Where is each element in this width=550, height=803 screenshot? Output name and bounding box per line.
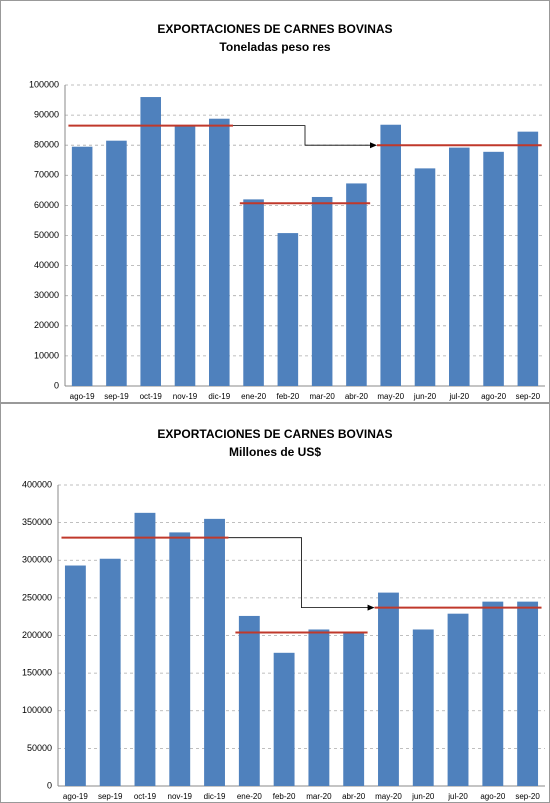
x-tick-label: feb-20	[277, 392, 300, 401]
x-tick-label: oct-19	[134, 792, 157, 801]
chart-title: EXPORTACIONES DE CARNES BOVINAS	[157, 22, 392, 36]
arrow	[233, 125, 375, 146]
bar	[99, 558, 121, 786]
bar	[174, 125, 196, 386]
x-tick-label: sep-19	[98, 792, 123, 801]
y-tick-label: 40000	[34, 260, 59, 270]
x-tick-label: feb-20	[273, 792, 296, 801]
y-tick-label: 300000	[22, 555, 52, 565]
bar	[277, 233, 299, 386]
x-tick-label: dic-19	[204, 792, 226, 801]
bar	[204, 518, 225, 786]
y-tick-label: 60000	[34, 200, 59, 210]
x-tick-label: ago-20	[480, 792, 505, 801]
bar	[346, 183, 367, 386]
bar	[343, 631, 365, 786]
x-tick-label: sep-19	[104, 392, 129, 401]
y-tick-label: 100000	[22, 705, 52, 715]
y-tick-label: 400000	[22, 479, 52, 489]
x-tick-label: jun-20	[411, 792, 435, 801]
x-tick-label: ene-20	[241, 392, 266, 401]
y-tick-label: 10000	[34, 350, 59, 360]
bar	[169, 532, 191, 786]
arrow	[228, 537, 373, 609]
x-tick-label: may-20	[375, 792, 402, 801]
y-tick-label: 50000	[34, 230, 59, 240]
x-tick-label: sep-20	[515, 792, 540, 801]
arrow-head	[370, 142, 377, 149]
bar	[311, 196, 333, 386]
bar	[483, 151, 504, 386]
bar	[209, 118, 230, 386]
bar	[380, 124, 401, 387]
y-tick-label: 50000	[27, 743, 52, 753]
x-tick-label: mar-20	[306, 792, 332, 801]
x-tick-label: dic-19	[208, 392, 230, 401]
x-tick-label: nov-19	[173, 392, 198, 401]
bar	[71, 146, 93, 386]
y-tick-label: 90000	[34, 109, 59, 119]
x-tick-label: nov-19	[168, 792, 193, 801]
y-tick-label: 250000	[22, 592, 52, 602]
bar	[64, 565, 86, 786]
y-tick-label: 200000	[22, 630, 52, 640]
bar	[238, 615, 260, 786]
x-tick-label: oct-19	[140, 392, 163, 401]
chart-title: EXPORTACIONES DE CARNES BOVINAS	[157, 427, 392, 441]
y-tick-label: 20000	[34, 320, 59, 330]
x-tick-label: ago-19	[70, 392, 95, 401]
chart-subtitle: Millones de US$	[229, 445, 321, 459]
y-tick-label: 0	[54, 380, 59, 390]
x-tick-label: ene-20	[237, 792, 262, 801]
bar	[308, 629, 330, 786]
chart-subtitle: Toneladas peso res	[219, 40, 330, 54]
x-tick-label: sep-20	[516, 392, 541, 401]
y-tick-label: 100000	[29, 79, 59, 89]
x-tick-label: jun-20	[413, 392, 437, 401]
x-tick-label: ago-20	[481, 392, 506, 401]
bar	[106, 140, 127, 386]
x-tick-label: mar-20	[309, 392, 335, 401]
y-tick-label: 350000	[22, 517, 52, 527]
arrow-head	[367, 604, 375, 611]
bar	[243, 199, 264, 386]
y-tick-label: 150000	[22, 668, 52, 678]
x-tick-label: jul-20	[448, 392, 469, 401]
x-tick-label: may-20	[377, 392, 404, 401]
x-tick-label: abr-20	[342, 792, 366, 801]
bar	[412, 629, 434, 786]
bar	[378, 592, 399, 786]
bar	[273, 652, 295, 786]
bar	[517, 601, 539, 786]
bar	[447, 613, 469, 786]
y-tick-label: 0	[47, 780, 52, 790]
x-tick-label: abr-20	[345, 392, 369, 401]
bar	[140, 97, 161, 386]
bar	[134, 512, 156, 786]
x-tick-label: ago-19	[63, 792, 88, 801]
y-tick-label: 70000	[34, 170, 59, 180]
y-tick-label: 80000	[34, 140, 59, 150]
bar	[482, 601, 504, 786]
y-tick-label: 30000	[34, 290, 59, 300]
bar	[449, 147, 470, 386]
bar	[517, 131, 539, 386]
bar	[414, 168, 436, 386]
x-tick-label: jul-20	[447, 792, 468, 801]
